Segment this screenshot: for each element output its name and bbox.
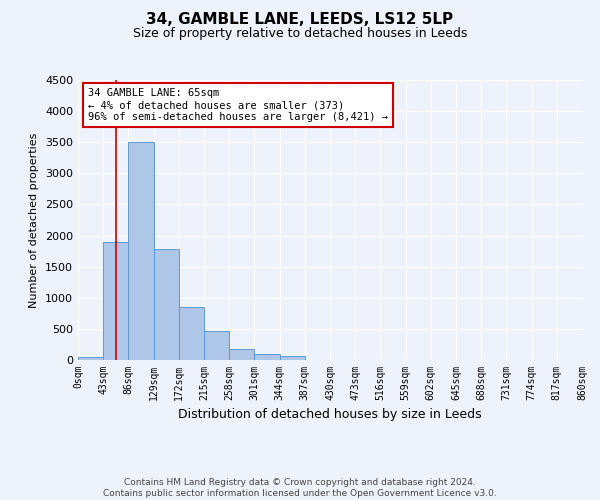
Bar [128,142,154,360]
Text: 34 GAMBLE LANE: 65sqm
← 4% of detached houses are smaller (373)
96% of semi-deta: 34 GAMBLE LANE: 65sqm ← 4% of detached h… [88,88,388,122]
Text: 34, GAMBLE LANE, LEEDS, LS12 5LP: 34, GAMBLE LANE, LEEDS, LS12 5LP [146,12,454,28]
Bar [254,354,280,360]
X-axis label: Distribution of detached houses by size in Leeds: Distribution of detached houses by size … [178,408,482,422]
Text: Size of property relative to detached houses in Leeds: Size of property relative to detached ho… [133,28,467,40]
Bar [103,242,128,360]
Text: Contains HM Land Registry data © Crown copyright and database right 2024.
Contai: Contains HM Land Registry data © Crown c… [103,478,497,498]
Bar [154,249,179,360]
Bar [179,307,204,360]
Bar [280,356,305,360]
Y-axis label: Number of detached properties: Number of detached properties [29,132,40,308]
Bar [78,357,103,360]
Bar [229,349,254,360]
Bar [204,332,229,360]
